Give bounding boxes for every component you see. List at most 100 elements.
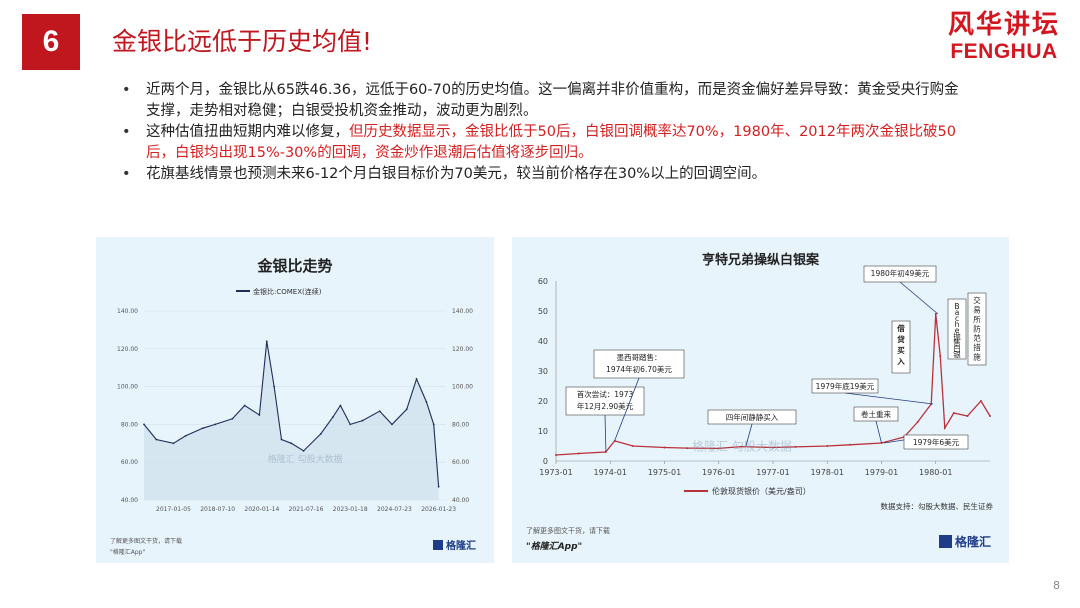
x-tick-label: 1974-01: [594, 468, 627, 477]
annotation-label: 防: [973, 323, 981, 333]
slide-number-badge: 6: [22, 14, 80, 70]
x-tick-label: 2020-01-14: [244, 506, 279, 513]
data-point: [631, 445, 634, 447]
bullet-text: 这种估值扭曲短期内难以修复，: [146, 124, 349, 140]
data-point: [214, 423, 217, 426]
data-point: [794, 445, 797, 448]
bullet-text: 近两个月，金银比从65跌46.36，远低于60-70的历史均值。这一偏离并非价值…: [146, 82, 959, 119]
annotation-arrow: [844, 392, 934, 405]
logo: 格隆汇: [938, 533, 991, 550]
annotation-label: 贷: [897, 334, 905, 344]
x-tick-label: 2024-07-23: [377, 506, 412, 513]
x-tick-label: 2023-01-18: [333, 506, 368, 513]
data-point: [143, 423, 145, 426]
data-point: [916, 421, 919, 423]
logo-text: 格隆汇: [954, 535, 991, 549]
footnote-app: "格隆汇App": [110, 549, 146, 556]
bullet-item: 花旗基线情景也预测未来6-12个月白银目标价为70美元，较当前价格存在30%以上…: [120, 164, 970, 185]
x-tick-label: 2017-01-05: [156, 506, 191, 513]
y-tick-label: 30: [538, 367, 548, 376]
data-point: [302, 449, 305, 452]
data-point: [349, 423, 352, 426]
annotation-box: [811, 378, 879, 394]
data-point: [184, 434, 187, 437]
logo-text: 格隆汇: [446, 541, 476, 552]
data-point: [555, 454, 557, 456]
y-tick-label-right: 60.00: [452, 459, 469, 466]
x-tick-label: 1979-01: [865, 468, 898, 477]
data-point: [231, 417, 234, 420]
annotation-label: c: [955, 314, 959, 323]
data-source: 数据支持：勾股大数据、民生证券: [880, 502, 994, 511]
x-tick-label: 1976-01: [702, 468, 735, 477]
y-tick-label-left: 80.00: [121, 421, 138, 428]
annotation-label: 所: [973, 314, 981, 324]
y-tick-label: 40: [538, 337, 548, 346]
data-point: [848, 443, 851, 446]
data-point: [265, 340, 268, 343]
annotation-box: [863, 265, 937, 283]
annotation-label: 1979年底19美元: [816, 381, 875, 391]
annotation-label: 1974年初6.70美元: [606, 364, 672, 374]
legend-label: 伦敦现货银价（美元/盎司）: [712, 486, 811, 496]
annotation-box: [593, 349, 685, 379]
logo-icon: [938, 535, 952, 548]
annotation-box: [565, 386, 645, 416]
annotation-label: a: [955, 308, 960, 317]
annotation-box: [853, 406, 899, 422]
annotation-label: 范: [973, 333, 981, 343]
annotation-label: 1980年初49美元: [871, 268, 930, 278]
hunt-brothers-silver-chart: 60 50 40 30 20 10 0 1973-01 1974-01 1975-01 1976-0…: [538, 265, 991, 496]
data-point: [172, 442, 175, 445]
chart-title: 金银比走势: [257, 257, 333, 275]
x-tick-label: 1975-01: [648, 468, 681, 477]
bullet-text: 花旗基线情景也预测未来6-12个月白银目标价为70美元，较当前价格存在30%以上…: [146, 166, 767, 182]
data-point: [332, 415, 334, 418]
y-tick-label-right: 120.00: [452, 346, 473, 353]
bullet-item: 这种估值扭曲短期内难以修复，但历史数据显示，金银比低于50后，白银回调概率达70…: [120, 122, 970, 164]
x-tick-label: 1973-01: [539, 468, 572, 477]
annotation-arrow: [604, 414, 607, 453]
watermark: 格隆汇 勾股大数据: [268, 453, 343, 465]
y-tick-label-right: 100.00: [452, 384, 473, 391]
data-point: [979, 400, 982, 402]
annotation-arrow: [875, 420, 882, 444]
annotation-label: h: [955, 320, 960, 329]
data-point: [425, 400, 428, 403]
data-point: [934, 313, 937, 315]
annotation-label: 抛: [953, 331, 961, 341]
annotation-box: [947, 298, 967, 360]
brand-name-en: FENGHUA: [950, 40, 1058, 64]
annotation-label: 借: [896, 323, 905, 333]
y-tick-label: 50: [538, 307, 548, 316]
footnote: 了解更多图文干货，请下载: [526, 527, 610, 535]
x-tick-label: 2018-07-10: [200, 506, 235, 513]
y-tick-label: 0: [543, 457, 548, 466]
annotation-label: 入: [896, 357, 905, 366]
data-point: [939, 355, 942, 357]
watermark: 格隆汇 勾股大数据: [692, 439, 792, 454]
annotation-arrow: [614, 377, 640, 442]
annotation-label: 银: [953, 350, 961, 359]
data-point: [202, 427, 204, 430]
data-point: [361, 419, 364, 422]
x-tick-label: 1978-01: [811, 468, 844, 477]
bullet-list: 近两个月，金银比从65跌46.36，远低于60-70的历史均值。这一偏离并非价值…: [120, 80, 970, 185]
data-point: [943, 427, 946, 429]
data-point: [717, 447, 720, 450]
logo-icon: [433, 540, 443, 550]
data-point: [577, 452, 580, 455]
legend-label: 金银比:COMEX(连续): [253, 287, 322, 296]
chart-title: 亨特兄弟操纵白银案: [701, 253, 819, 268]
data-point: [663, 446, 666, 449]
data-point: [966, 415, 969, 417]
annotation-label: 白: [953, 343, 961, 353]
data-point: [415, 378, 418, 380]
logo: 格隆汇: [433, 537, 476, 552]
series-line: [143, 341, 440, 487]
data-point: [155, 438, 158, 441]
y-tick-label-right: 40.00: [452, 497, 469, 504]
data-point: [280, 438, 283, 441]
annotation-label: B: [954, 302, 959, 311]
annotation-label: 施: [973, 352, 981, 362]
